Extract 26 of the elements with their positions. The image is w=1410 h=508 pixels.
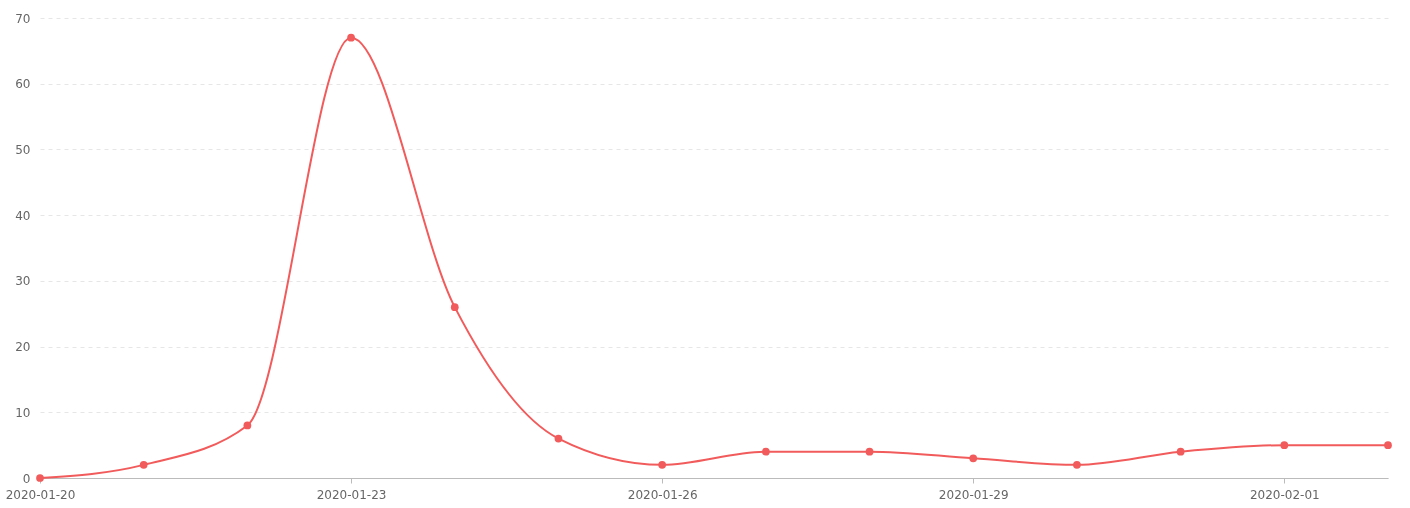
- point: [1384, 441, 1392, 450]
- point: [347, 33, 355, 42]
- y-tick-label: 50: [15, 142, 31, 157]
- point: [243, 421, 252, 430]
- y-tick-label: 40: [15, 208, 31, 223]
- point: [969, 454, 978, 463]
- y-tick-label: 30: [15, 274, 31, 289]
- x-tick-label: 2020-01-23: [316, 487, 387, 502]
- x-tick-label: 2020-01-29: [938, 487, 1009, 502]
- point: [1073, 460, 1081, 469]
- y-tick-label: 60: [15, 77, 31, 92]
- x-tick-label: 2020-01-26: [627, 487, 698, 502]
- point: [554, 434, 563, 443]
- y-tick-label: 10: [15, 405, 31, 420]
- point: [761, 447, 770, 456]
- point: [139, 460, 148, 469]
- y-tick-label: 70: [15, 11, 31, 26]
- y-tick-label: 0: [22, 471, 31, 486]
- y-tick-label: 20: [15, 340, 31, 355]
- point: [865, 447, 874, 456]
- point: [1176, 447, 1185, 456]
- point: [658, 460, 667, 469]
- x-tick-label: 2020-01-20: [5, 487, 76, 502]
- point: [450, 303, 459, 312]
- x-tick-label: 2020-02-01: [1249, 487, 1320, 502]
- point: [1280, 441, 1289, 450]
